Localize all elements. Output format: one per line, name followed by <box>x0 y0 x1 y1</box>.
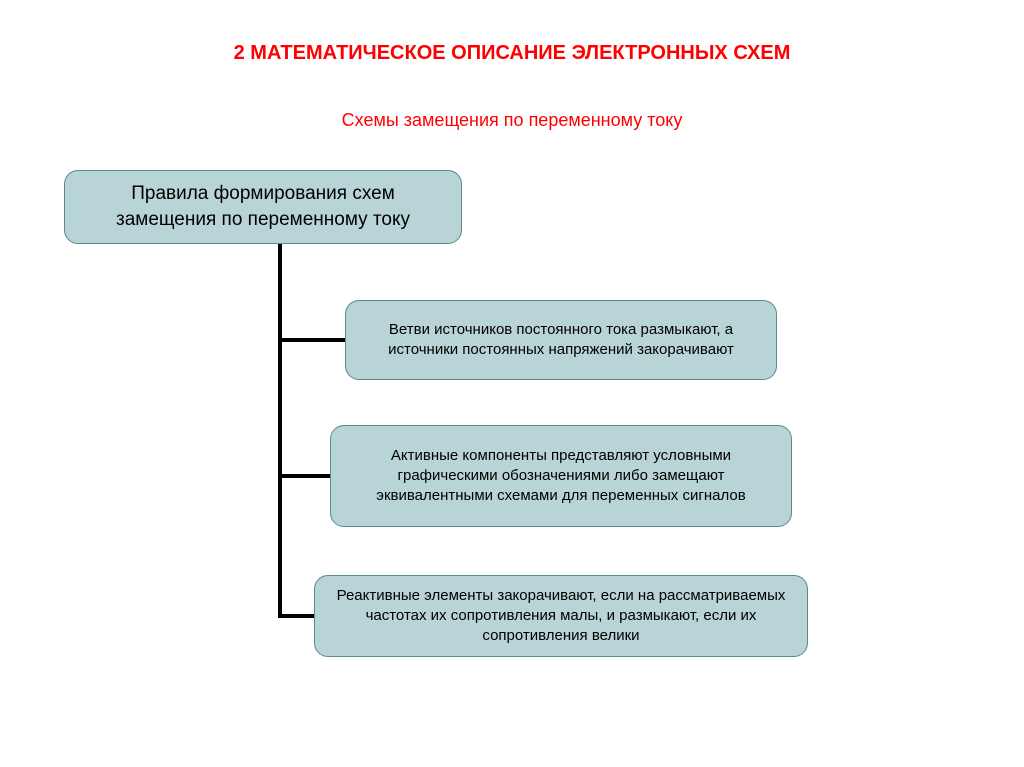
node-child-2: Активные компоненты представляют условны… <box>330 425 792 527</box>
node-root: Правила формирования схем замещения по п… <box>64 170 462 244</box>
node-child-1: Ветви источников постоянного тока размык… <box>345 300 777 380</box>
page-subtitle: Схемы замещения по переменному току <box>0 110 1024 131</box>
page-title: 2 МАТЕМАТИЧЕСКОЕ ОПИСАНИЕ ЭЛЕКТРОННЫХ СХ… <box>0 42 1024 65</box>
node-child-3: Реактивные элементы закорачивают, если н… <box>314 575 808 657</box>
